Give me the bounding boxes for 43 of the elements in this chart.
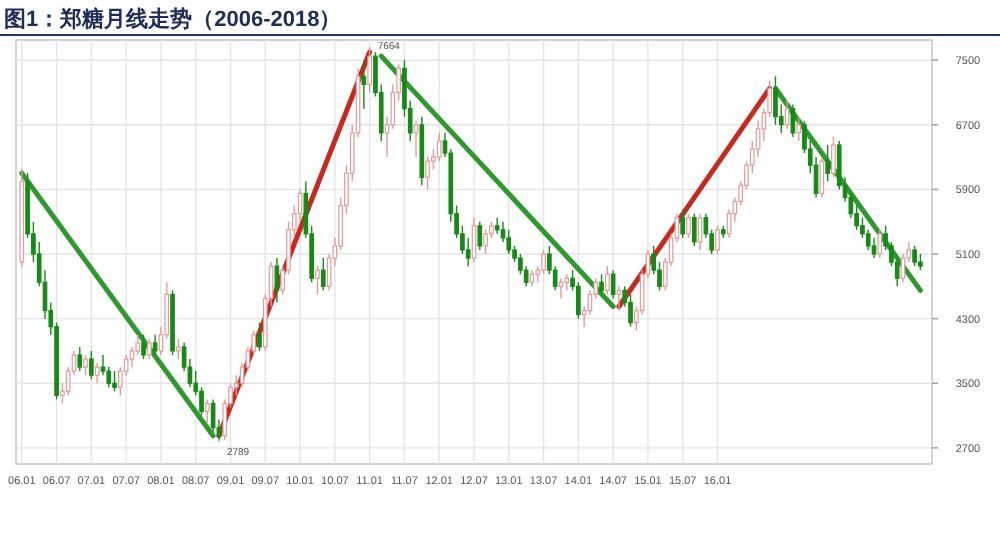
candlestick xyxy=(204,398,210,425)
candlestick xyxy=(367,46,372,94)
candlestick xyxy=(320,257,326,292)
candlestick xyxy=(436,132,442,162)
candlestick xyxy=(175,338,181,360)
candlestick xyxy=(112,370,117,393)
candlestick xyxy=(147,338,152,360)
candlestick xyxy=(83,354,88,376)
candlestick xyxy=(819,156,825,199)
candlestick xyxy=(506,229,512,255)
candlestick xyxy=(425,156,430,191)
candlestick xyxy=(796,116,801,142)
candlestick xyxy=(877,229,883,259)
candlestick xyxy=(141,334,146,360)
candlestick xyxy=(686,212,691,239)
candlestick xyxy=(77,346,83,372)
candlestick xyxy=(477,221,483,251)
candlestick xyxy=(257,321,262,352)
candlestick xyxy=(680,208,686,239)
candlestick xyxy=(494,216,500,235)
chart-title: 图1：郑糖月线走势（2006-2018） xyxy=(4,6,342,32)
candlestick xyxy=(413,120,419,158)
candlestick xyxy=(89,350,94,380)
candlestick xyxy=(361,59,367,110)
candlestick xyxy=(790,103,796,138)
candlestick xyxy=(210,398,216,433)
candlestick xyxy=(912,245,917,267)
candlestick xyxy=(152,334,158,356)
candlestick xyxy=(605,265,610,296)
candlestick xyxy=(599,273,604,296)
candlestick xyxy=(691,212,697,247)
candlestick xyxy=(831,136,836,178)
candlestick xyxy=(274,257,280,304)
candlestick xyxy=(94,362,100,384)
candlestick xyxy=(610,269,616,300)
candlestick xyxy=(628,293,633,328)
candlestick xyxy=(773,75,778,126)
candlestick xyxy=(315,265,320,296)
candlestick xyxy=(871,237,877,259)
candlestick xyxy=(541,249,546,275)
candlestick xyxy=(715,225,720,255)
candlestick xyxy=(825,144,830,183)
candlestick xyxy=(483,229,488,255)
